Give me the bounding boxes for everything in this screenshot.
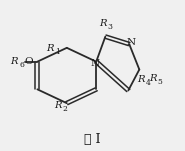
Text: N: N: [127, 38, 136, 47]
Text: R: R: [46, 44, 54, 53]
Text: 2: 2: [62, 104, 67, 112]
Text: R: R: [149, 74, 157, 83]
Text: O: O: [25, 57, 33, 66]
Text: N: N: [91, 59, 100, 68]
Text: R: R: [11, 57, 18, 66]
Text: 5: 5: [158, 78, 163, 86]
Text: 6: 6: [19, 61, 24, 69]
Text: 式 I: 式 I: [84, 133, 101, 146]
Text: 4: 4: [146, 79, 151, 87]
Text: 1: 1: [55, 48, 60, 56]
Text: R: R: [54, 101, 61, 110]
Text: R: R: [99, 19, 106, 28]
Text: R: R: [137, 76, 145, 85]
Text: 3: 3: [107, 23, 112, 31]
